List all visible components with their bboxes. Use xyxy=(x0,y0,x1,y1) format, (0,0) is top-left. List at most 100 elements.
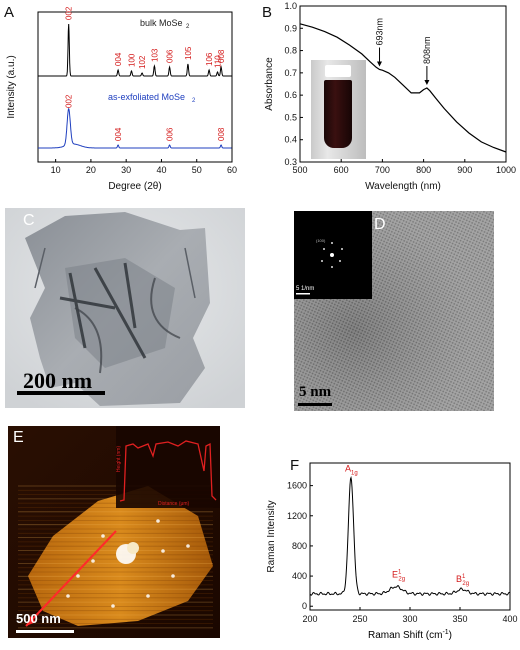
afm-image xyxy=(8,426,220,638)
afm-particle xyxy=(161,549,165,553)
y-axis-label: Raman Intensity xyxy=(266,500,277,572)
x-axis-label: Wavelength (nm) xyxy=(365,181,441,192)
panel-label-b: B xyxy=(262,4,273,21)
y-tick-label: 0.4 xyxy=(284,135,297,145)
y-axis-label: Intensity (a.u.) xyxy=(6,55,17,118)
x-tick-label: 500 xyxy=(292,165,307,175)
x-tick-label: 10 xyxy=(51,165,61,175)
annotation-label: 693nm xyxy=(375,18,385,46)
peak-label: A1g xyxy=(345,463,358,476)
x-tick-label: 250 xyxy=(352,614,367,624)
absorbance-line xyxy=(299,23,507,153)
peak-label: 102 xyxy=(138,55,147,69)
x-tick-label: 20 xyxy=(86,165,96,175)
panel-label-a: A xyxy=(4,4,15,21)
scale-text-e: 500 nm xyxy=(16,611,61,626)
x-tick-label: 350 xyxy=(452,614,467,624)
afm-particle xyxy=(76,574,80,578)
afm-particle xyxy=(111,604,115,608)
series-line xyxy=(38,23,232,77)
x-axis-label: Degree (2θ) xyxy=(108,181,161,192)
panel-label-d: D xyxy=(374,216,386,233)
peak-label: 004 xyxy=(114,52,123,66)
scale-text-d: 5 nm xyxy=(299,384,332,400)
peak-label: E1 2g xyxy=(392,570,405,583)
y-tick-label: 0.8 xyxy=(284,46,297,56)
peak-label: B1 2g xyxy=(456,574,469,587)
inset-ylabel: Height (nm) xyxy=(116,445,123,473)
plot-frame xyxy=(299,5,507,163)
x-tick-label: 900 xyxy=(457,165,472,175)
x-tick-label: 30 xyxy=(121,165,131,175)
plot-frame xyxy=(37,11,233,163)
raman-line xyxy=(309,475,511,596)
afm-particle xyxy=(171,574,175,578)
panel-e: Height (nm) Distance (μm) 500 nm E xyxy=(8,426,220,638)
panel-f: F 200 250 300 350 400 0 400 800 1200 1600 A1g E1 2g B… xyxy=(260,455,520,645)
panel-label-c: C xyxy=(23,212,35,229)
x-axis-label-sup: -1 xyxy=(442,629,448,636)
afm-particle xyxy=(91,559,95,563)
peak-label: 105 xyxy=(184,46,193,60)
y-tick-label: 0.7 xyxy=(284,68,297,78)
vial-photo xyxy=(311,60,366,159)
annotation-arrowhead xyxy=(424,80,430,86)
y-tick-label: 1600 xyxy=(287,481,307,491)
x-tick-label: 1000 xyxy=(496,165,516,175)
peak-label-sup: 1 xyxy=(462,574,466,580)
legend-exfoliated: as-exfoliated MoSe xyxy=(108,92,185,102)
y-axis-label: Absorbance xyxy=(264,57,275,111)
plot-frame xyxy=(309,462,511,611)
inset-scale-bar xyxy=(296,293,310,295)
y-tick-label: 0.3 xyxy=(284,157,297,167)
x-tick-label: 700 xyxy=(375,165,390,175)
afm-particle xyxy=(101,534,105,538)
vial-body xyxy=(324,80,352,148)
y-tick-label: 800 xyxy=(292,541,307,551)
afm-particle xyxy=(66,594,70,598)
x-tick-label: 40 xyxy=(156,165,166,175)
peak-label: 103 xyxy=(150,48,159,62)
peak-label: 002 xyxy=(65,6,74,20)
y-tick-label: 400 xyxy=(292,571,307,581)
panel-label-f: F xyxy=(290,457,300,474)
x-tick-label: 50 xyxy=(192,165,202,175)
panel-a: A 10 20 30 40 50 60 002 004 100 102 103 006 105 106 11… xyxy=(0,0,250,200)
y-tick-label: 0.6 xyxy=(284,90,297,100)
y-tick-label: 0 xyxy=(302,601,307,611)
x-axis-label: Raman Shift (cm-1) xyxy=(368,629,452,641)
peak-label: 100 xyxy=(127,53,136,67)
peak-label: 004 xyxy=(114,127,123,141)
afm-particle xyxy=(186,544,190,548)
peak-label: 106 xyxy=(205,52,214,66)
vial-cap xyxy=(325,65,351,77)
x-tick-label: 400 xyxy=(502,614,517,624)
peak-label-sub: 1g xyxy=(351,470,358,476)
scale-bar-c xyxy=(17,391,105,395)
annotation-label: 808nm xyxy=(422,36,432,64)
y-tick-label: 1200 xyxy=(287,511,307,521)
x-tick-label: 200 xyxy=(302,614,317,624)
panel-b: B 500 600 700 800 900 1000 0.3 0.4 0.5 0.6 0.7 0.8 0… xyxy=(260,0,520,205)
peak-label: 006 xyxy=(166,49,175,63)
afm-particle xyxy=(146,594,150,598)
y-tick-label: 0.9 xyxy=(284,23,297,33)
legend-bulk: bulk MoSe xyxy=(140,18,183,28)
afm-particle xyxy=(156,519,160,523)
y-tick-label: 1.0 xyxy=(284,1,297,11)
annotation-arrowhead xyxy=(377,61,383,67)
scale-bar-e xyxy=(16,630,74,633)
inset-scale-text: 5 1/nm xyxy=(296,286,315,292)
x-tick-label: 300 xyxy=(402,614,417,624)
inset-xlabel: Distance (μm) xyxy=(158,501,190,507)
panel-label-e: E xyxy=(13,429,24,446)
peak-label: 002 xyxy=(65,94,74,108)
hrtem-image: (100) xyxy=(294,211,494,411)
absorbance-chart: 500 600 700 800 900 1000 0.3 0.4 0.5 0.6 0.7 0.8 0.9… xyxy=(264,1,516,192)
peak-label: 008 xyxy=(217,127,226,141)
scale-bar-d xyxy=(298,403,332,406)
legend-sub: 2 xyxy=(192,98,196,104)
peak-label: 006 xyxy=(166,127,175,141)
x-tick-label: 800 xyxy=(416,165,431,175)
